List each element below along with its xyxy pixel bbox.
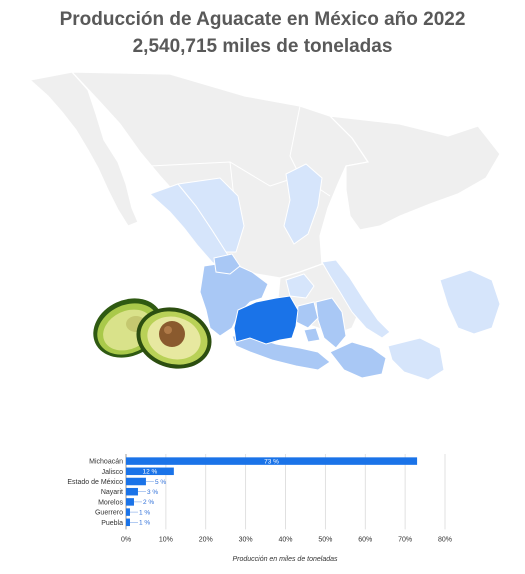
- data-label: 1 %: [139, 520, 150, 527]
- category-label: Jalisco: [102, 469, 124, 476]
- chart-x-ticks: 0% 10% 20% 30% 40% 50% 60% 70% 80%: [121, 536, 452, 543]
- category-label: Guerrero: [95, 510, 123, 517]
- state-durango: [177, 177, 245, 253]
- category-label: Michoacán: [89, 459, 123, 466]
- x-tick-label: 20%: [199, 536, 213, 543]
- x-tick-label: 50%: [318, 536, 332, 543]
- state-chiapas: [387, 337, 445, 381]
- data-label: 3 %: [147, 489, 158, 496]
- state-michoacan: [233, 295, 299, 345]
- chart-subtitle: 2,540,715 miles de toneladas: [132, 36, 393, 57]
- bar: [126, 508, 130, 516]
- x-tick-label: 30%: [239, 536, 253, 543]
- bar: [126, 518, 130, 527]
- x-tick-label: 40%: [278, 536, 292, 543]
- category-label: Morelos: [98, 499, 123, 506]
- x-tick-label: 10%: [159, 536, 173, 543]
- baja-california-region: [28, 71, 139, 227]
- category-label: Estado de México: [67, 479, 123, 486]
- category-label: Puebla: [101, 520, 123, 527]
- category-label: Nayarit: [101, 489, 123, 496]
- state-veracruz: [321, 259, 391, 339]
- data-label: 73 %: [264, 458, 279, 465]
- chart-categories: Michoacán Jalisco Estado de México Nayarit M…: [67, 459, 123, 527]
- bar: [126, 467, 174, 476]
- mexico-map: [28, 71, 501, 381]
- northeast-region: [328, 115, 501, 231]
- state-nayarit: [213, 253, 241, 275]
- state-yucatan: [439, 269, 501, 335]
- state-morelos: [303, 327, 321, 343]
- bar: [126, 498, 134, 506]
- x-tick-label: 80%: [438, 536, 452, 543]
- chart-grid: [125, 454, 446, 530]
- state-queretaro: [285, 273, 315, 299]
- bar: [126, 487, 138, 496]
- chart-bars: [126, 457, 418, 527]
- avocado-icon: [93, 298, 212, 369]
- bar: [126, 457, 418, 465]
- state-nuevo-leon: [283, 163, 323, 245]
- x-tick-label: 70%: [398, 536, 412, 543]
- bar-chart: Michoacán Jalisco Estado de México Nayarit M…: [67, 454, 452, 563]
- chart-title: Producción de Aguacate en México año 202…: [59, 9, 466, 30]
- x-tick-label: 60%: [358, 536, 372, 543]
- x-axis-label: Producción en miles de toneladas: [232, 556, 338, 563]
- state-oaxaca: [329, 341, 387, 379]
- chart-data-labels: 73 % 12 % 5 % 3 % 2 % 1 % 1 %: [129, 458, 279, 527]
- data-label: 2 %: [143, 499, 154, 506]
- data-label: 1 %: [139, 509, 150, 516]
- data-label: 12 %: [143, 469, 158, 476]
- x-tick-label: 0%: [121, 536, 131, 543]
- bar: [126, 477, 146, 486]
- data-label: 5 %: [155, 479, 166, 486]
- state-puebla: [315, 297, 347, 349]
